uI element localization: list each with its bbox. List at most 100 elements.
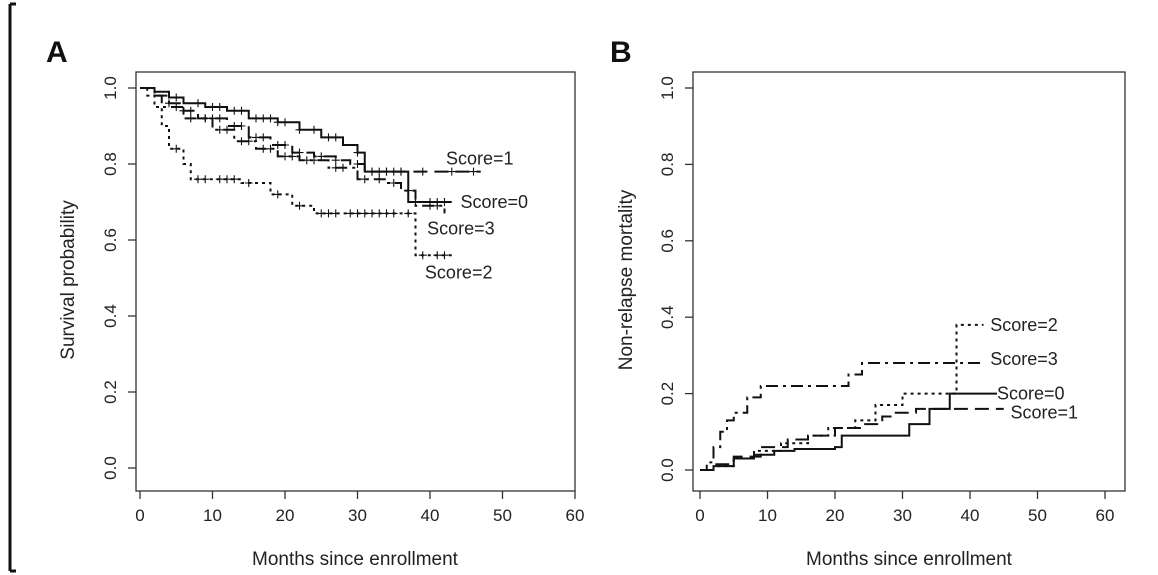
series-line-score-2-b: [700, 323, 984, 471]
series-line-score-2-a: [140, 87, 452, 257]
censor-mark-a: [201, 114, 210, 123]
x-tick-label-b: 0: [695, 506, 704, 525]
plot-area-a: [135, 71, 576, 492]
censor-mark-a: [418, 167, 427, 176]
censor-mark-a: [237, 106, 246, 115]
censor-mark-a: [389, 167, 398, 176]
censor-mark-a: [215, 175, 224, 184]
y-axis-title-b: Non-relapse mortality: [616, 189, 637, 370]
censor-mark-a: [259, 114, 268, 123]
x-tick-label-b: 50: [1028, 506, 1047, 525]
censor-mark-a: [172, 93, 181, 102]
censor-mark-a: [186, 106, 195, 115]
x-tick-label-b: 40: [961, 506, 980, 525]
censor-mark-a: [375, 167, 384, 176]
censor-mark-a: [404, 186, 413, 195]
censor-mark-a: [230, 122, 239, 130]
censor-mark-a: [331, 156, 340, 165]
series-label-b: Score=2: [990, 315, 1058, 335]
x-tick-label-a: 0: [135, 506, 144, 525]
censor-mark-a: [259, 133, 268, 142]
series-label-a: Score=0: [460, 192, 528, 212]
censor-mark-a: [360, 209, 369, 218]
censor-mark-a: [223, 125, 231, 134]
censor-mark-a: [266, 144, 275, 153]
censor-mark-a: [310, 156, 318, 165]
y-tick-label-a: 0.8: [101, 152, 120, 176]
censor-mark-a: [252, 114, 260, 123]
censor-mark-a: [353, 209, 362, 218]
censor-mark-a: [469, 167, 478, 176]
series-label-b: Score=0: [997, 384, 1065, 404]
censor-mark-a: [360, 175, 369, 184]
censor-mark-a: [375, 209, 384, 218]
censor-mark-a: [418, 251, 427, 260]
censor-mark-a: [317, 152, 326, 161]
left-border-line: [8, 2, 16, 573]
plot-b: 0 10 20 30 40 50 60 0.0 0.2 0.4 0.6 0.8 1.0 Score=2 Sc…: [658, 76, 1114, 525]
censor-mark-a: [288, 152, 297, 161]
series-label-a: Score=2: [425, 262, 493, 282]
x-tick-label-b: 60: [1096, 506, 1115, 525]
x-tick-label-a: 10: [203, 506, 222, 525]
censor-mark-a: [273, 118, 282, 127]
y-tick-label-a: 0.4: [101, 304, 120, 328]
censor-mark-a: [382, 209, 391, 218]
y-tick-label-b: 0.6: [658, 229, 677, 253]
censor-mark-a: [339, 163, 347, 172]
censor-mark-a: [215, 103, 224, 111]
censor-mark-a: [382, 167, 391, 176]
x-tick-label-a: 50: [493, 506, 512, 525]
series-label-b: Score=3: [990, 349, 1058, 369]
panel-b: B 0 10 20 30 40 50 60 0.0 0.2 0.4 0.6 0.8 1.0 Score=2…: [610, 36, 1126, 570]
series-line-score-1-b: [700, 407, 1004, 471]
censor-mark-a: [440, 198, 449, 206]
censor-mark-a: [172, 144, 181, 153]
series-label-a: Score=3: [427, 219, 495, 239]
y-axis-title-a: Survival probability: [58, 200, 79, 360]
censor-mark-a: [295, 125, 304, 134]
x-tick-label-a: 30: [348, 506, 367, 525]
censor-mark-a: [194, 99, 202, 108]
censor-mark-a: [295, 148, 304, 157]
censor-mark-a: [223, 175, 231, 184]
panel-a: A 0 10 20 30 40 50 60 0.0 0.2 0.4 0.6 0.8 1.0 Score=1…: [46, 36, 584, 570]
censor-mark-a: [346, 209, 355, 218]
x-tick-label-b: 10: [758, 506, 777, 525]
series-label-b: Score=1: [1011, 403, 1079, 423]
censor-mark-a: [186, 114, 195, 123]
censor-mark-a: [281, 141, 289, 149]
censor-mark-a: [259, 144, 268, 153]
y-tick-label-a: 1.0: [101, 76, 120, 100]
y-tick-label-b: 0.8: [658, 153, 677, 177]
censor-mark-a: [331, 209, 340, 218]
censor-mark-a: [165, 99, 173, 108]
censor-mark-a: [244, 179, 253, 187]
censor-mark-a: [273, 141, 282, 149]
y-tick-label-b: 1.0: [658, 76, 677, 100]
censor-mark-a: [215, 125, 224, 134]
censor-mark-a: [368, 167, 376, 176]
y-tick-label-a: 0.0: [101, 456, 120, 480]
censor-mark-a: [324, 209, 333, 218]
y-tick-label-a: 0.2: [101, 380, 120, 404]
y-tick-label-b: 0.4: [658, 305, 677, 329]
y-tick-label-b: 0.2: [658, 382, 677, 406]
censor-mark-a: [397, 167, 405, 176]
panel-letter-a: A: [46, 36, 68, 69]
censor-mark-a: [266, 114, 275, 123]
censor-mark-a: [208, 103, 217, 111]
x-axis-title-a: Months since enrollment: [252, 549, 459, 570]
censor-mark-a: [353, 160, 362, 168]
censor-mark-a: [237, 137, 246, 146]
censor-mark-a: [404, 209, 413, 218]
censor-mark-a: [433, 201, 442, 210]
censor-mark-a: [447, 167, 456, 176]
y-tick-label-b: 0.0: [658, 458, 677, 482]
plot-a: 0 10 20 30 40 50 60 0.0 0.2 0.4 0.6 0.8 1.0 Score=1 Sc…: [101, 76, 584, 525]
censor-mark-a: [331, 163, 340, 172]
x-tick-label-a: 60: [566, 506, 585, 525]
censor-mark-a: [440, 251, 449, 260]
censor-mark-a: [230, 106, 239, 115]
x-tick-label-a: 40: [421, 506, 440, 525]
